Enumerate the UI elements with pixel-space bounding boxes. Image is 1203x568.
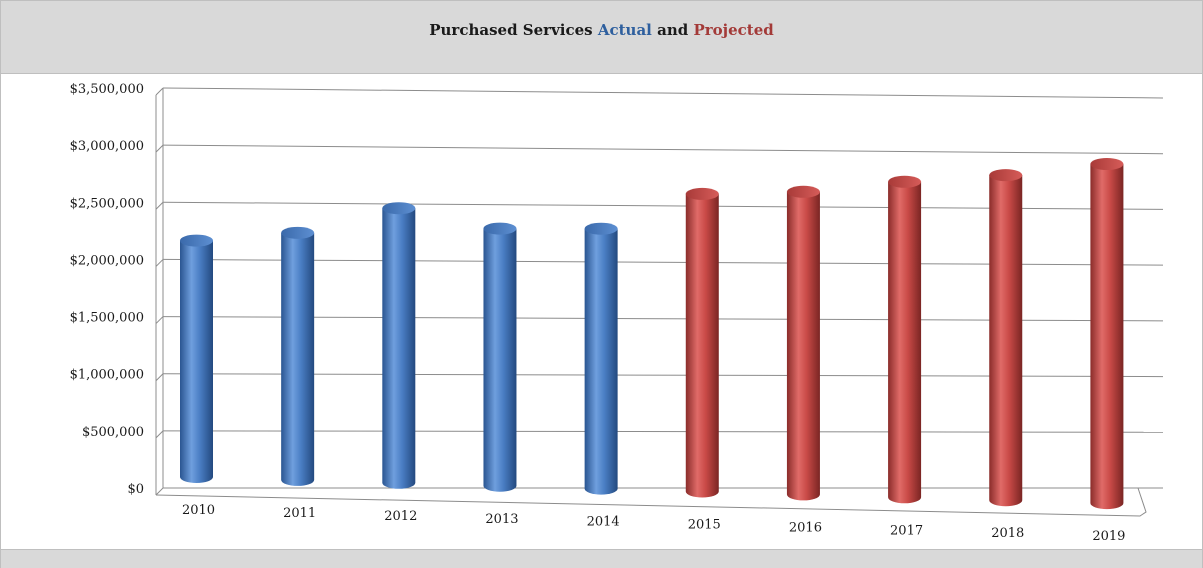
title-band: Purchased Services Actual and Projected (1, 1, 1202, 74)
bar-top-2012 (382, 202, 416, 215)
left-wall-tick-0 (155, 487, 164, 496)
bar-top-2015 (685, 187, 719, 200)
left-wall-tick-4 (155, 259, 164, 267)
gridline-7 (162, 87, 1164, 99)
bar-2014 (584, 222, 618, 495)
x-tick-label-2017: 2017 (890, 523, 923, 538)
bar-top-2016 (786, 185, 820, 198)
title-actual: Actual (597, 21, 652, 39)
gridline-6 (162, 144, 1164, 155)
bar-2017 (888, 175, 922, 504)
title-and: and (657, 21, 689, 39)
bar-2019 (1090, 158, 1124, 510)
bar-body-2013 (483, 228, 517, 492)
bar-body-2017 (888, 181, 922, 504)
bar-2013 (483, 222, 517, 492)
y-tick-label-2: $1,000,000 (70, 368, 144, 383)
bar-body-2010 (180, 240, 213, 483)
bar-2018 (989, 169, 1023, 507)
bar-top-2011 (281, 226, 315, 239)
bar-top-2014 (584, 222, 618, 235)
bar-body-2011 (281, 232, 315, 486)
left-wall-tick-1 (155, 430, 164, 439)
x-tick-label-2014: 2014 (587, 515, 620, 530)
y-tick-label-4: $2,000,000 (70, 253, 144, 268)
left-wall-tick-6 (155, 144, 164, 153)
bar-2015 (685, 187, 719, 498)
x-tick-label-2010: 2010 (182, 503, 215, 518)
bar-top-2018 (989, 169, 1023, 182)
bar-top-2017 (888, 175, 922, 188)
left-wall-tick-5 (155, 201, 164, 210)
title-projected: Projected (693, 21, 774, 39)
bar-body-2016 (786, 191, 820, 501)
bar-body-2019 (1090, 164, 1124, 510)
bar-body-2012 (382, 208, 416, 489)
chart-title: Purchased Services Actual and Projected (1, 21, 1202, 39)
title-prefix: Purchased Services (429, 21, 593, 39)
x-tick-label-2013: 2013 (485, 512, 518, 527)
bar-body-2018 (989, 175, 1023, 507)
y-tick-label-1: $500,000 (82, 425, 144, 440)
bar-2011 (281, 226, 315, 486)
bar-2016 (786, 185, 820, 501)
x-tick-label-2016: 2016 (789, 520, 822, 535)
y-tick-label-7: $3,500,000 (70, 82, 144, 97)
bar-2012 (382, 202, 416, 489)
x-tick-label-2011: 2011 (283, 506, 316, 521)
bar-top-2013 (483, 222, 517, 235)
x-tick-label-2018: 2018 (991, 526, 1024, 541)
bar-top-2010 (180, 234, 213, 247)
bar-2010 (180, 234, 213, 483)
x-tick-label-2015: 2015 (688, 518, 721, 533)
y-tick-label-5: $2,500,000 (70, 196, 144, 211)
floor-edge (155, 487, 1147, 517)
x-tick-label-2019: 2019 (1092, 529, 1125, 544)
bar-body-2014 (584, 228, 618, 495)
left-wall-tick-7 (155, 87, 164, 96)
bar-body-2015 (685, 193, 719, 498)
bottom-band (1, 549, 1202, 568)
left-wall-tick-3 (155, 316, 164, 324)
y-tick-label-3: $1,500,000 (70, 311, 144, 326)
bar-top-2019 (1090, 158, 1124, 171)
left-wall-tick-2 (155, 373, 164, 382)
x-tick-label-2012: 2012 (384, 509, 417, 524)
y-tick-label-0: $0 (127, 482, 144, 497)
y-tick-label-6: $3,000,000 (70, 139, 144, 154)
